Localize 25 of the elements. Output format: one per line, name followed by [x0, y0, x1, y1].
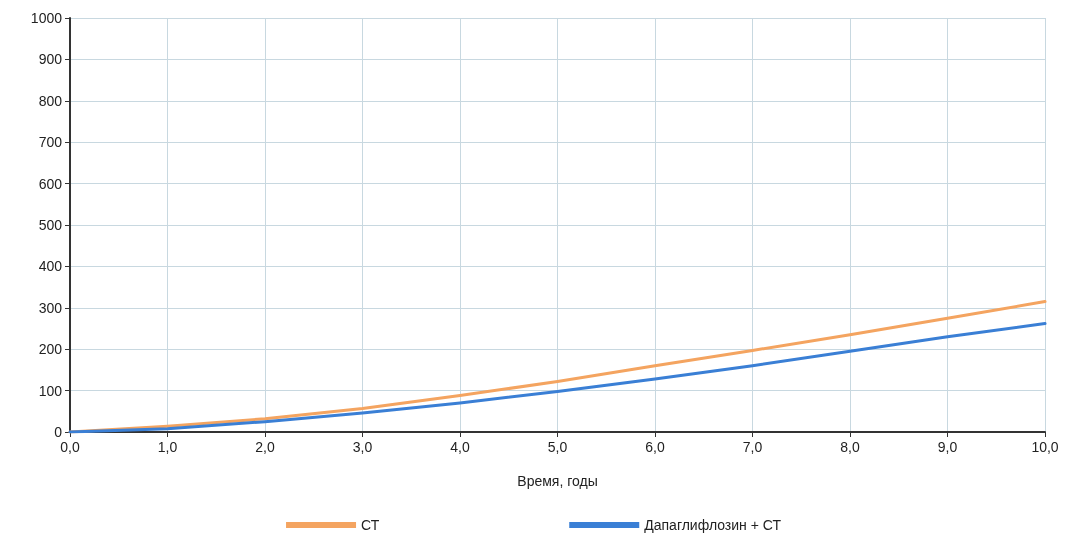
- x-tick-label: 2,0: [255, 439, 275, 455]
- y-tick-label: 400: [38, 258, 63, 275]
- x-tick-label: 3,0: [352, 439, 373, 455]
- x-tick-label: 5,0: [547, 439, 568, 455]
- y-tick-label: 100: [38, 382, 63, 399]
- legend-label: СТ: [361, 517, 380, 533]
- y-tick-label: 0: [54, 424, 63, 440]
- x-tick-label: 1,0: [157, 439, 178, 455]
- x-tick-label: 9,0: [937, 439, 958, 455]
- y-tick-label: 800: [38, 92, 63, 109]
- x-tick-label: 8,0: [840, 439, 860, 455]
- y-tick-label: 1000: [30, 10, 63, 26]
- legend-label: Дапаглифлозин + СТ: [644, 517, 782, 533]
- x-tick-label: 10,0: [1031, 439, 1059, 455]
- y-tick-label: 600: [38, 175, 63, 192]
- x-tick-label: 6,0: [645, 439, 665, 455]
- y-tick-label: 300: [38, 299, 63, 316]
- y-tick-label: 900: [38, 51, 63, 68]
- x-tick-label: 0,0: [60, 439, 80, 455]
- y-tick-label: 500: [38, 217, 63, 233]
- x-tick-label: 7,0: [742, 439, 763, 455]
- x-tick-label: 4,0: [450, 439, 470, 455]
- x-axis-title: Время, годы: [517, 473, 598, 489]
- y-tick-label: 200: [38, 341, 63, 358]
- y-tick-label: 700: [38, 134, 63, 151]
